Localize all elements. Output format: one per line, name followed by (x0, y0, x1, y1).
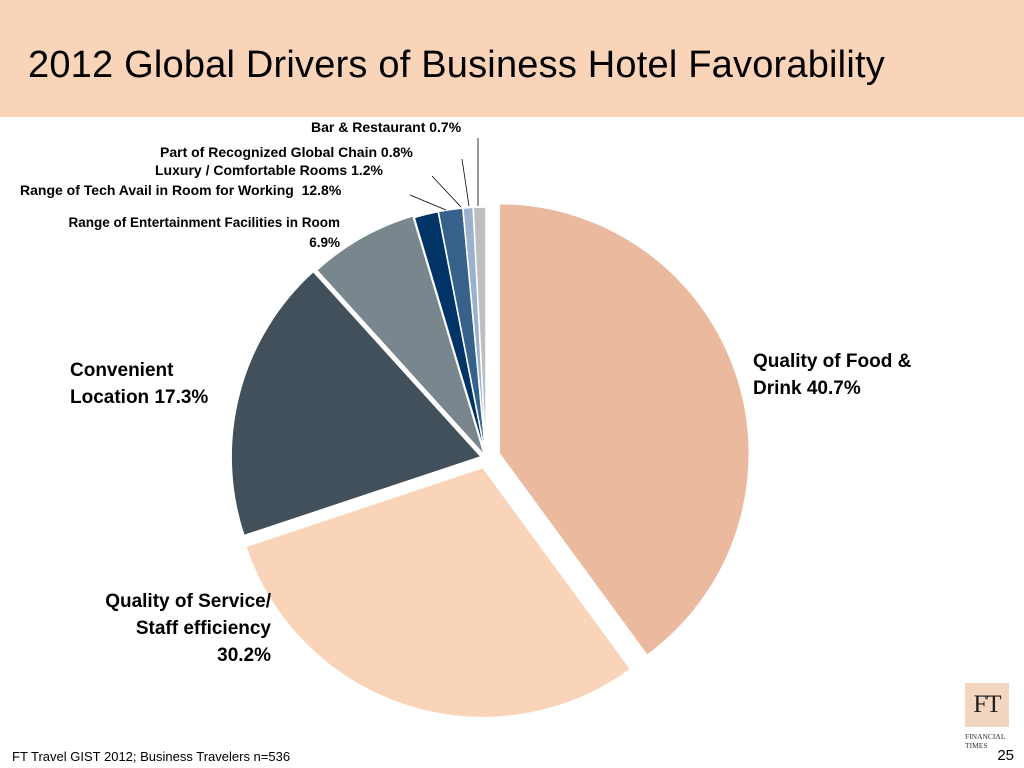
ft-logo-mark: FT (965, 683, 1009, 727)
label-food-line2: Drink 40.7% (753, 378, 861, 399)
label-service-line1: Quality of Service/ (105, 591, 271, 612)
pie-slice-range-of-entertainment-facilities-in-room (315, 214, 486, 456)
pie-slice-convenient-location (230, 270, 483, 537)
ft-logo: FT FINANCIAL TIMES (962, 680, 1012, 750)
pie-slice-bar-restaurant (472, 206, 487, 458)
label-bar-restaurant: Bar & Restaurant 0.7% (311, 119, 462, 135)
leader-luxury-rooms (431, 175, 462, 208)
leader-tech-avail (409, 194, 447, 211)
label-service-line3: 30.2% (217, 645, 271, 666)
title-banner: 2012 Global Drivers of Business Hotel Fa… (0, 0, 1024, 117)
pie-slice-quality-of-service-staff-efficiency (244, 466, 632, 719)
source-note: FT Travel GIST 2012; Business Travelers … (12, 749, 291, 764)
label-luxury-rooms: Luxury / Comfortable Rooms 1.2% (155, 162, 383, 178)
label-global-chain: Part of Recognized Global Chain 0.8% (160, 144, 413, 160)
label-location-line2: Location 17.3% (70, 387, 209, 408)
label-quality-of-service: Quality of Service/ Staff efficiency 30.… (60, 588, 271, 669)
label-convenient-location: Convenient Location 17.3% (70, 357, 208, 411)
label-location-line1: Convenient (70, 360, 174, 381)
label-entertainment-facilities: Range of Entertainment Facilities in Roo… (20, 213, 340, 253)
label-food-line1: Quality of Food & (753, 351, 912, 372)
ft-caption-line1: FINANCIAL (965, 732, 1006, 741)
leader-global-chain (461, 158, 470, 207)
ft-logo-caption: FINANCIAL TIMES (965, 732, 1015, 750)
ft-caption-line2: TIMES (965, 741, 988, 750)
page-number: 25 (997, 747, 1014, 764)
page-title: 2012 Global Drivers of Business Hotel Fa… (28, 44, 885, 86)
label-service-line2: Staff efficiency (135, 618, 271, 639)
label-ent-line1: Range of Entertainment Facilities in Roo… (68, 215, 340, 230)
label-ent-line2: 6.9% (309, 235, 340, 250)
label-tech-avail: Range of Tech Avail in Room for Working … (20, 182, 342, 198)
label-quality-of-food: Quality of Food & Drink 40.7% (753, 348, 911, 402)
pie-slice-quality-of-food-drink (498, 202, 751, 657)
